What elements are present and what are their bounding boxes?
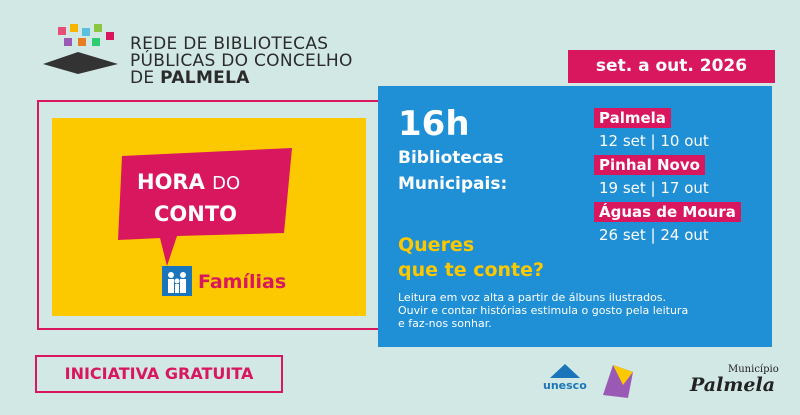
logo-line: REDE DE BIBLIOTECAS	[130, 34, 329, 54]
description-line: Ouvir e contar histórias estimula o gost…	[398, 304, 689, 317]
time: 16h	[398, 104, 470, 144]
audience: Famílias	[198, 271, 287, 293]
logo-line: DE PALMELA	[130, 69, 250, 87]
municipio: Município	[728, 364, 779, 375]
speech-bubble	[118, 148, 292, 266]
bubble-line: HORA DO	[137, 170, 240, 194]
bubble-word: HORA	[137, 170, 205, 194]
logo-word: PALMELA	[160, 68, 250, 88]
info-panel: 16h Bibliotecas Municipais: Queres que t…	[378, 86, 772, 347]
question: que te conte?	[398, 259, 545, 281]
place-name: Palmela	[594, 108, 671, 128]
place-dates: 19 set | 17 out	[599, 179, 709, 197]
logo-line: PÚBLICAS DO CONCELHO	[130, 51, 353, 71]
logo-icon	[43, 24, 118, 74]
museum-logo	[603, 365, 633, 398]
unesco: unesco	[543, 379, 587, 392]
place-dates: 12 set | 10 out	[599, 132, 709, 150]
dates-badge: set. a out. 2026	[568, 50, 775, 83]
bubble-line: CONTO	[154, 202, 238, 226]
family-icon	[162, 266, 192, 296]
bubble-word: DO	[212, 173, 241, 194]
venue: Bibliotecas	[398, 148, 504, 168]
question: Queres	[398, 234, 475, 256]
logo-word: DE	[130, 68, 155, 88]
description: Leitura em voz alta a partir de álbuns i…	[398, 291, 688, 330]
place-name: Águas de Moura	[594, 202, 741, 222]
place-name: Pinhal Novo	[594, 155, 705, 175]
description-line: Leitura em voz alta a partir de álbuns i…	[398, 291, 667, 304]
venue: Municipais:	[398, 174, 508, 194]
unesco-icon	[550, 364, 580, 378]
free-badge: INICIATIVA GRATUITA	[35, 355, 283, 393]
description-line: e faz-nos sonhar.	[398, 317, 492, 330]
poster: HORA DO CONTO Famílias	[52, 118, 366, 316]
palmela: Palmela	[690, 374, 776, 396]
place-dates: 26 set | 24 out	[599, 226, 709, 244]
frame	[37, 100, 382, 330]
